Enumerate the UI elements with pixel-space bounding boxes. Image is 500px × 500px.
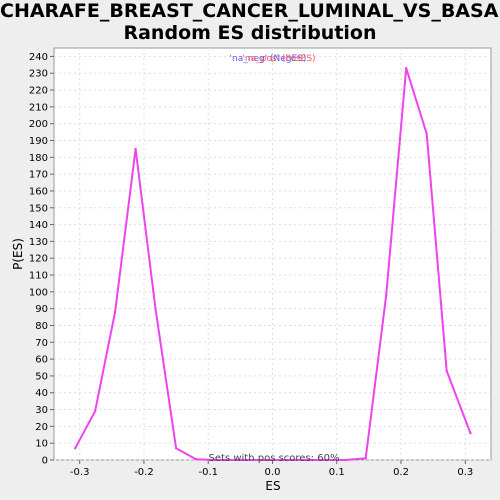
y-axis-label: P(ES) <box>11 238 25 270</box>
x-tick-label: -0.1 <box>198 467 218 478</box>
y-tick-label: 230 <box>29 69 48 80</box>
y-tick-label: 0 <box>42 456 48 467</box>
y-axis: 0 10 20 30 40 50 60 70 80 90 100 110 120 130 140 150 160… <box>29 52 54 467</box>
data-point <box>174 447 178 450</box>
chart-title-line2: Random ES distribution <box>123 22 377 44</box>
y-tick-label: 60 <box>35 355 48 366</box>
y-tick-label: 220 <box>29 86 48 97</box>
y-tick-label: 180 <box>29 153 48 164</box>
x-axis-label: ES <box>265 479 280 493</box>
data-point <box>134 147 137 151</box>
x-tick-label: -0.3 <box>70 467 90 478</box>
data-point <box>364 457 367 460</box>
x-tick-label: 0.2 <box>393 467 409 478</box>
x-tick-label: 0.0 <box>265 467 281 478</box>
data-point <box>445 369 448 373</box>
y-tick-label: 120 <box>29 254 48 265</box>
y-tick-label: 240 <box>29 52 48 63</box>
y-tick-label: 40 <box>35 388 48 399</box>
x-tick-label: 0.3 <box>457 467 473 478</box>
chart-title: CHARAFE_BREAST_CANCER_LUMINAL_VS_BASAL_U… <box>0 0 500 44</box>
y-tick-label: 20 <box>35 422 48 433</box>
y-tick-label: 10 <box>35 439 48 450</box>
data-point <box>74 447 77 450</box>
data-point <box>469 431 472 435</box>
grid-lines <box>54 48 491 461</box>
chart-title-line1: CHARAFE_BREAST_CANCER_LUMINAL_VS_BASAL_U… <box>0 0 500 22</box>
y-tick-label: 140 <box>29 220 48 231</box>
y-tick-label: 70 <box>35 338 48 349</box>
legend-neg: 'na_neg' (NegES) <box>230 54 307 64</box>
y-tick-label: 80 <box>35 321 48 332</box>
legend-pos: 'na_pos' (PosES) <box>242 54 315 64</box>
y-tick-label: 50 <box>35 371 48 382</box>
data-point <box>385 294 388 297</box>
y-tick-label: 130 <box>29 237 48 248</box>
y-tick-label: 170 <box>29 170 48 181</box>
points-layer <box>74 66 472 462</box>
data-point <box>154 307 157 310</box>
y-tick-label: 190 <box>29 136 48 147</box>
y-tick-label: 30 <box>35 405 48 416</box>
y-tick-label: 210 <box>29 102 48 113</box>
y-tick-label: 100 <box>29 287 48 298</box>
y-tick-label: 90 <box>35 304 48 315</box>
y-tick-label: 110 <box>29 271 48 282</box>
sets-annotation: Sets with pos scores: 60% <box>209 453 340 464</box>
data-point <box>194 457 198 461</box>
y-tick-label: 200 <box>29 119 48 130</box>
data-point <box>93 410 97 413</box>
data-point <box>344 458 347 462</box>
x-tick-label: -0.2 <box>134 467 154 478</box>
y-tick-label: 150 <box>29 203 48 214</box>
y-tick-label: 160 <box>29 186 48 197</box>
data-point <box>404 66 408 70</box>
data-point <box>113 310 117 314</box>
data-point <box>425 132 428 135</box>
x-tick-label: 0.1 <box>329 467 345 478</box>
data-point <box>214 458 218 462</box>
